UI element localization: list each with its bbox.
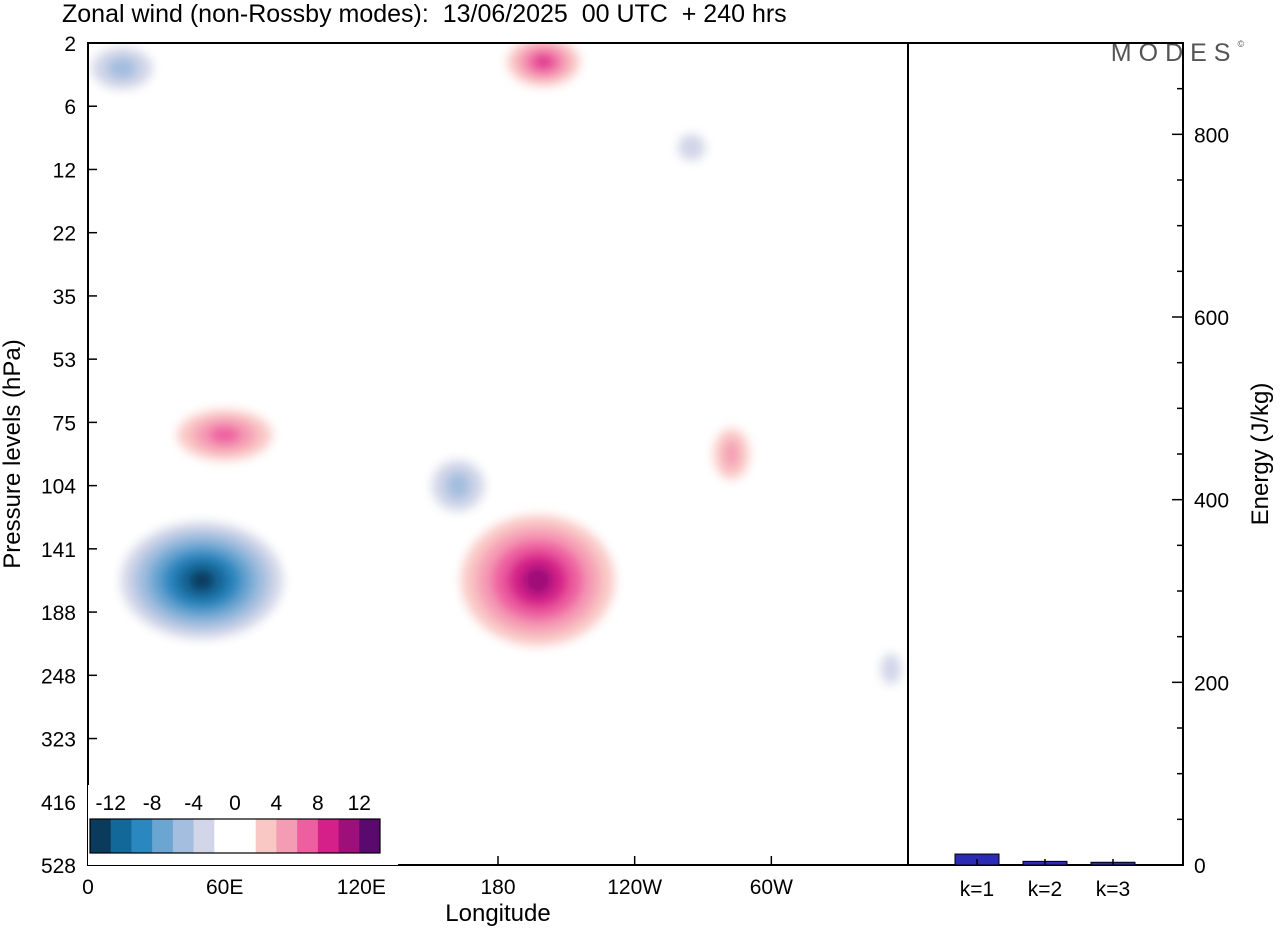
pressure-tick-label: 35 (53, 286, 76, 309)
pressure-tick-label: 323 (41, 729, 76, 752)
pressure-tick-label: 6 (64, 96, 76, 119)
wind-contour-band (445, 471, 471, 500)
colorbar-tick-label: 0 (229, 792, 241, 815)
longitude-tick-label: 180 (480, 876, 515, 899)
colorbar-swatch (214, 819, 236, 853)
pressure-tick-label: 22 (53, 223, 76, 246)
colorbar-swatch (152, 819, 174, 853)
pressure-tick-label: 75 (53, 412, 76, 435)
modes-logo-mark: © (1237, 39, 1245, 49)
wind-contour-band (189, 569, 215, 592)
colorbar-swatch (359, 819, 381, 853)
longitude-tick-label: 120W (607, 876, 662, 899)
colorbar-tick-label: -4 (184, 792, 203, 815)
wind-feature (867, 640, 908, 698)
colorbar-tick-label: 8 (312, 792, 324, 815)
wind-feature (662, 122, 721, 173)
wind-feature (161, 400, 289, 470)
pressure-tick-label: 248 (41, 665, 76, 688)
pressure-tick-label: 141 (41, 539, 76, 562)
longitude-tick-label: 120E (337, 876, 386, 899)
energy-tick-label: 800 (1194, 124, 1229, 147)
colorbar-swatches (89, 818, 381, 854)
energy-panel: 0 200 400 600 800 k=1 k=2 k=3 Energy (J/kg) (907, 42, 1274, 901)
wind-contour-band (537, 56, 551, 68)
energy-ticks: 0 200 400 600 800 (1172, 42, 1229, 878)
wind-feature (702, 416, 761, 492)
energy-tick-label: 0 (1194, 855, 1206, 878)
wind-contour-band (677, 133, 706, 161)
energy-category-label: k=2 (1028, 878, 1062, 901)
colorbar-tick-label: 12 (348, 792, 371, 815)
energy-category-label: k=1 (960, 878, 994, 901)
colorbar-swatch (317, 819, 340, 853)
colorbar-swatch (193, 819, 215, 853)
colorbar-tick-label: -8 (143, 792, 162, 815)
colorbar-swatch (338, 819, 360, 853)
pressure-tick-label: 188 (41, 602, 76, 625)
wind-feature (496, 43, 591, 93)
wind-field (88, 43, 908, 698)
heatmap-panel: 2 6 12 22 35 53 75 104 141 188 248 323 416 528 0 60E 12… (0, 33, 909, 927)
longitude-tick-label: 0 (82, 876, 94, 899)
wind-feature (88, 43, 169, 100)
pressure-tick-label: 53 (53, 349, 76, 372)
x-axis-label: Longitude (445, 900, 550, 927)
wind-contour-band (522, 565, 554, 596)
wind-contour-band (723, 439, 740, 469)
wind-contour-band (106, 57, 138, 80)
energy-categories: k=1 k=2 k=3 (960, 859, 1130, 901)
pressure-tick-label: 12 (53, 159, 76, 182)
colorbar-tick-label: -12 (96, 792, 126, 815)
pressure-tick-label: 528 (41, 855, 76, 878)
colorbar-tick-label: 4 (271, 792, 283, 815)
colorbar-legend: -12 -8 -4 0 4 8 12 (88, 785, 398, 865)
chart-title: Zonal wind (non-Rossby modes): 13/06/202… (62, 0, 787, 28)
colorbar-swatch (172, 819, 195, 853)
longitude-tick-label: 60W (750, 876, 793, 899)
colorbar-swatch (131, 819, 153, 853)
colorbar-swatch (297, 819, 319, 853)
pressure-ticks: 2 6 12 22 35 53 75 104 141 188 248 323 416 528 (41, 33, 97, 878)
energy-tick-label: 600 (1194, 307, 1229, 330)
pressure-tick-label: 104 (41, 476, 76, 499)
energy-tick-label: 200 (1194, 672, 1229, 695)
energy-category-label: k=3 (1096, 878, 1130, 901)
energy-frame (907, 42, 1184, 866)
colorbar-border (89, 818, 381, 854)
colorbar-swatch (235, 819, 257, 853)
colorbar-labels: -12 -8 -4 0 4 8 12 (96, 792, 371, 815)
energy-axis-label: Energy (J/kg) (1247, 383, 1274, 526)
wind-contour-band (208, 426, 241, 444)
wind-contour-band (880, 653, 902, 685)
colorbar-swatch (110, 819, 132, 853)
y-axis-label: Pressure levels (hPa) (0, 339, 26, 568)
colorbar-swatch (90, 819, 112, 853)
colorbar-swatch (255, 819, 277, 853)
pressure-tick-label: 2 (64, 33, 76, 56)
colorbar-swatch (276, 819, 298, 853)
wind-feature (417, 448, 499, 524)
energy-tick-label: 400 (1194, 490, 1229, 513)
longitude-ticks: 0 60E 120E 180 120W 60W (82, 856, 793, 899)
wind-feature (445, 502, 631, 659)
pressure-tick-label: 416 (41, 792, 76, 815)
longitude-tick-label: 60E (206, 876, 243, 899)
wind-feature (106, 511, 298, 650)
